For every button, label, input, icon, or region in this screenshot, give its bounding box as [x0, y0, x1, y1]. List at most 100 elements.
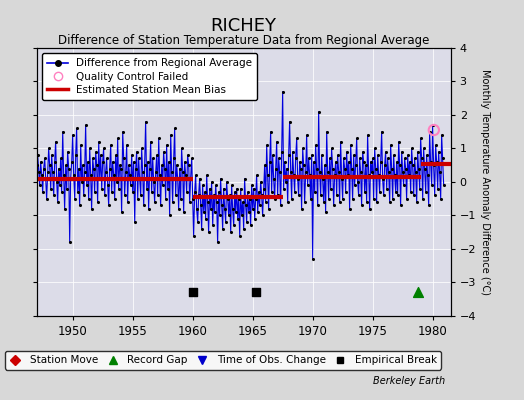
Point	[421, 189, 430, 195]
Point	[180, 209, 188, 215]
Point	[299, 145, 307, 152]
Point	[66, 239, 74, 245]
Point	[107, 189, 116, 195]
Point	[244, 189, 252, 195]
Point	[222, 179, 231, 185]
Point	[318, 152, 326, 158]
Point	[271, 165, 280, 172]
Point	[242, 202, 250, 208]
Point	[34, 152, 42, 158]
Point	[412, 199, 421, 205]
Point	[110, 172, 118, 178]
Point	[200, 209, 208, 215]
Point	[46, 162, 54, 168]
Point	[106, 142, 115, 148]
Point	[342, 189, 350, 195]
Point	[396, 162, 404, 168]
Point	[88, 206, 96, 212]
Point	[324, 196, 333, 202]
Point	[323, 169, 332, 175]
Point	[335, 199, 344, 205]
Point	[383, 186, 391, 192]
Point	[434, 148, 443, 155]
Point	[184, 162, 193, 168]
Point	[158, 162, 166, 168]
Point	[180, 159, 189, 165]
Point	[431, 192, 439, 198]
Point	[149, 179, 158, 185]
Point	[71, 152, 80, 158]
Point	[181, 172, 190, 178]
Point	[113, 179, 121, 185]
Point	[245, 196, 254, 202]
Point	[363, 199, 371, 205]
Point	[278, 148, 286, 155]
Point	[428, 182, 436, 188]
Point	[92, 162, 101, 168]
Point	[45, 145, 53, 152]
Point	[361, 189, 369, 195]
Point	[347, 165, 356, 172]
Point	[356, 169, 365, 175]
Point	[255, 189, 263, 195]
Point	[312, 165, 321, 172]
Point	[166, 212, 174, 219]
Point	[35, 169, 43, 175]
Point	[212, 182, 220, 188]
Point	[216, 175, 225, 182]
Point	[374, 152, 382, 158]
Point	[198, 226, 206, 232]
Point	[119, 155, 128, 162]
Point	[79, 162, 87, 168]
Point	[331, 172, 339, 178]
Point	[137, 145, 146, 152]
Point	[130, 219, 139, 225]
Point	[143, 186, 151, 192]
Point	[352, 162, 360, 168]
Point	[232, 209, 240, 215]
Point	[322, 128, 331, 135]
Point	[342, 148, 351, 155]
Point	[420, 165, 429, 172]
Point	[158, 182, 167, 188]
Point	[94, 138, 103, 145]
Point	[311, 189, 319, 195]
Point	[392, 159, 401, 165]
Point	[133, 148, 141, 155]
Point	[115, 162, 124, 168]
Point	[304, 155, 313, 162]
Point	[368, 155, 377, 162]
Point	[38, 189, 47, 195]
Point	[313, 202, 322, 208]
Point	[102, 155, 111, 162]
Point	[157, 202, 165, 208]
Point	[52, 179, 61, 185]
Point	[69, 132, 77, 138]
Point	[423, 172, 432, 178]
Point	[172, 162, 181, 168]
Point	[292, 135, 301, 142]
Point	[236, 186, 245, 192]
Point	[419, 145, 428, 152]
Point	[71, 196, 79, 202]
Point	[287, 169, 295, 175]
Point	[362, 162, 370, 168]
Point	[68, 159, 76, 165]
Point	[395, 138, 403, 145]
Point	[405, 172, 413, 178]
Point	[57, 155, 65, 162]
Point	[381, 148, 390, 155]
Point	[378, 175, 387, 182]
Point	[176, 165, 184, 172]
Point	[226, 229, 235, 235]
Point	[134, 196, 142, 202]
Point	[436, 196, 445, 202]
Point	[321, 209, 330, 215]
Point	[60, 206, 69, 212]
Point	[162, 142, 171, 148]
Point	[307, 196, 315, 202]
Point	[190, 232, 198, 239]
Point	[39, 165, 48, 172]
Point	[341, 165, 349, 172]
Point	[102, 169, 110, 175]
